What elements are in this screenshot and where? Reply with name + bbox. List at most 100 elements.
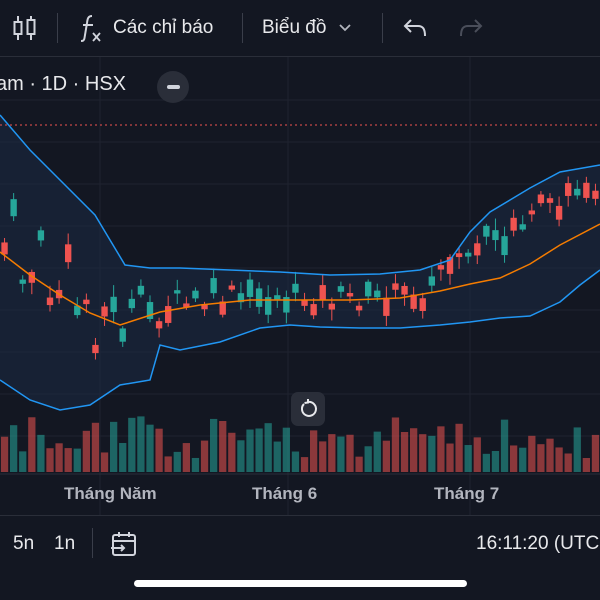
candles-icon[interactable] (12, 0, 38, 56)
volume-bar (282, 427, 290, 472)
candle-body (192, 290, 199, 299)
volume-bars (0, 416, 600, 472)
volume-bar (155, 428, 163, 472)
candle-body (528, 210, 535, 215)
indicators-label: Các chỉ báo (113, 17, 214, 38)
toolbar-divider (57, 13, 58, 43)
candle-body (292, 283, 299, 293)
bollinger-lower-band (0, 269, 600, 411)
volume-bar (573, 427, 581, 472)
candle-body (74, 305, 81, 316)
price-chart[interactable] (0, 57, 600, 515)
candle-body (265, 297, 272, 315)
x-axis-label: Tháng 6 (252, 484, 318, 503)
volume-bar (310, 430, 318, 472)
volume-bar (237, 440, 245, 472)
volume-bar (591, 434, 600, 472)
volume-bar (128, 417, 136, 472)
volume-bar (446, 443, 454, 472)
candle-body (92, 344, 99, 354)
volume-bar (510, 445, 518, 472)
reset-icon (298, 399, 318, 419)
home-indicator[interactable] (134, 580, 467, 587)
candle-body (519, 224, 526, 230)
volume-bar (19, 451, 27, 472)
volume-bar (200, 440, 209, 472)
indicators-button[interactable]: Các chỉ báo (78, 0, 213, 56)
toolbar-divider (92, 528, 93, 558)
volume-bar (391, 417, 400, 472)
reset-chart-button[interactable] (291, 392, 325, 426)
candle-body (555, 205, 563, 220)
candle-body (510, 217, 517, 231)
candle-body (419, 298, 426, 311)
candle-body (437, 265, 445, 270)
candle-body (346, 293, 354, 297)
volume-bar (491, 450, 500, 472)
candle-body (465, 252, 472, 257)
candle-body (237, 293, 245, 303)
candle-body (228, 285, 235, 290)
candle-body (101, 306, 108, 317)
candle-body (537, 194, 545, 204)
volume-bar (455, 423, 463, 472)
collapse-legend-button[interactable] (157, 71, 189, 103)
volume-bar (464, 445, 472, 472)
goto-date-icon[interactable] (110, 516, 138, 571)
volume-bar (382, 440, 390, 472)
volume-bar (119, 442, 127, 472)
candle-body (46, 297, 54, 306)
undo-icon[interactable] (402, 0, 428, 56)
volume-bar (228, 432, 236, 472)
volume-bar (100, 452, 109, 472)
volume-bar (264, 423, 272, 472)
volume-bar (273, 441, 281, 472)
volume-bar (82, 430, 90, 472)
candle-body (574, 188, 581, 196)
chart-pane[interactable] (0, 57, 600, 515)
volume-bar (546, 438, 554, 472)
volume-bar (164, 456, 172, 472)
candle-body (37, 230, 45, 241)
range-1y-button[interactable]: 1n (54, 532, 76, 554)
volume-bar (300, 457, 309, 472)
volume-bar (582, 457, 590, 472)
candle-body (183, 303, 190, 308)
volume-bar (337, 436, 345, 472)
toolbar-divider (242, 13, 243, 43)
range-5y-button[interactable]: 5n (13, 532, 35, 554)
candle-body (565, 183, 572, 196)
volume-bar (146, 424, 154, 472)
x-axis-label: Tháng 7 (434, 484, 500, 503)
candle-body (301, 300, 308, 306)
volume-bar (246, 429, 254, 472)
volume-bar (519, 447, 527, 472)
volume-bar (37, 434, 45, 472)
volume-bar (319, 441, 327, 472)
candle-body (165, 306, 172, 323)
symbol-info[interactable]: am · 1D · HSX (0, 73, 127, 95)
toolbar-divider (382, 13, 383, 43)
volume-bar (428, 435, 436, 472)
candle-body (410, 294, 417, 309)
redo-icon[interactable] (458, 0, 484, 56)
candle-body (274, 295, 281, 300)
chart-type-dropdown[interactable]: Biểu đồ (262, 0, 352, 56)
clock-timezone[interactable]: 16:11:20 (UTC (476, 532, 600, 554)
volume-bar (110, 421, 118, 472)
volume-bar (555, 447, 563, 472)
top-toolbar: Các chỉ báo Biểu đồ (0, 0, 600, 57)
candle-body (119, 328, 126, 342)
home-indicator-area (0, 570, 600, 600)
volume-bar (219, 420, 227, 472)
candle-body (174, 290, 181, 294)
candle-body (1, 242, 8, 255)
candle-body (155, 321, 163, 329)
volume-bar (373, 431, 381, 472)
candle-body (374, 290, 381, 298)
volume-bar (0, 436, 9, 472)
candle-body (10, 199, 17, 217)
candle-body (310, 304, 317, 316)
candle-body (446, 257, 454, 274)
candle-body (365, 281, 372, 297)
